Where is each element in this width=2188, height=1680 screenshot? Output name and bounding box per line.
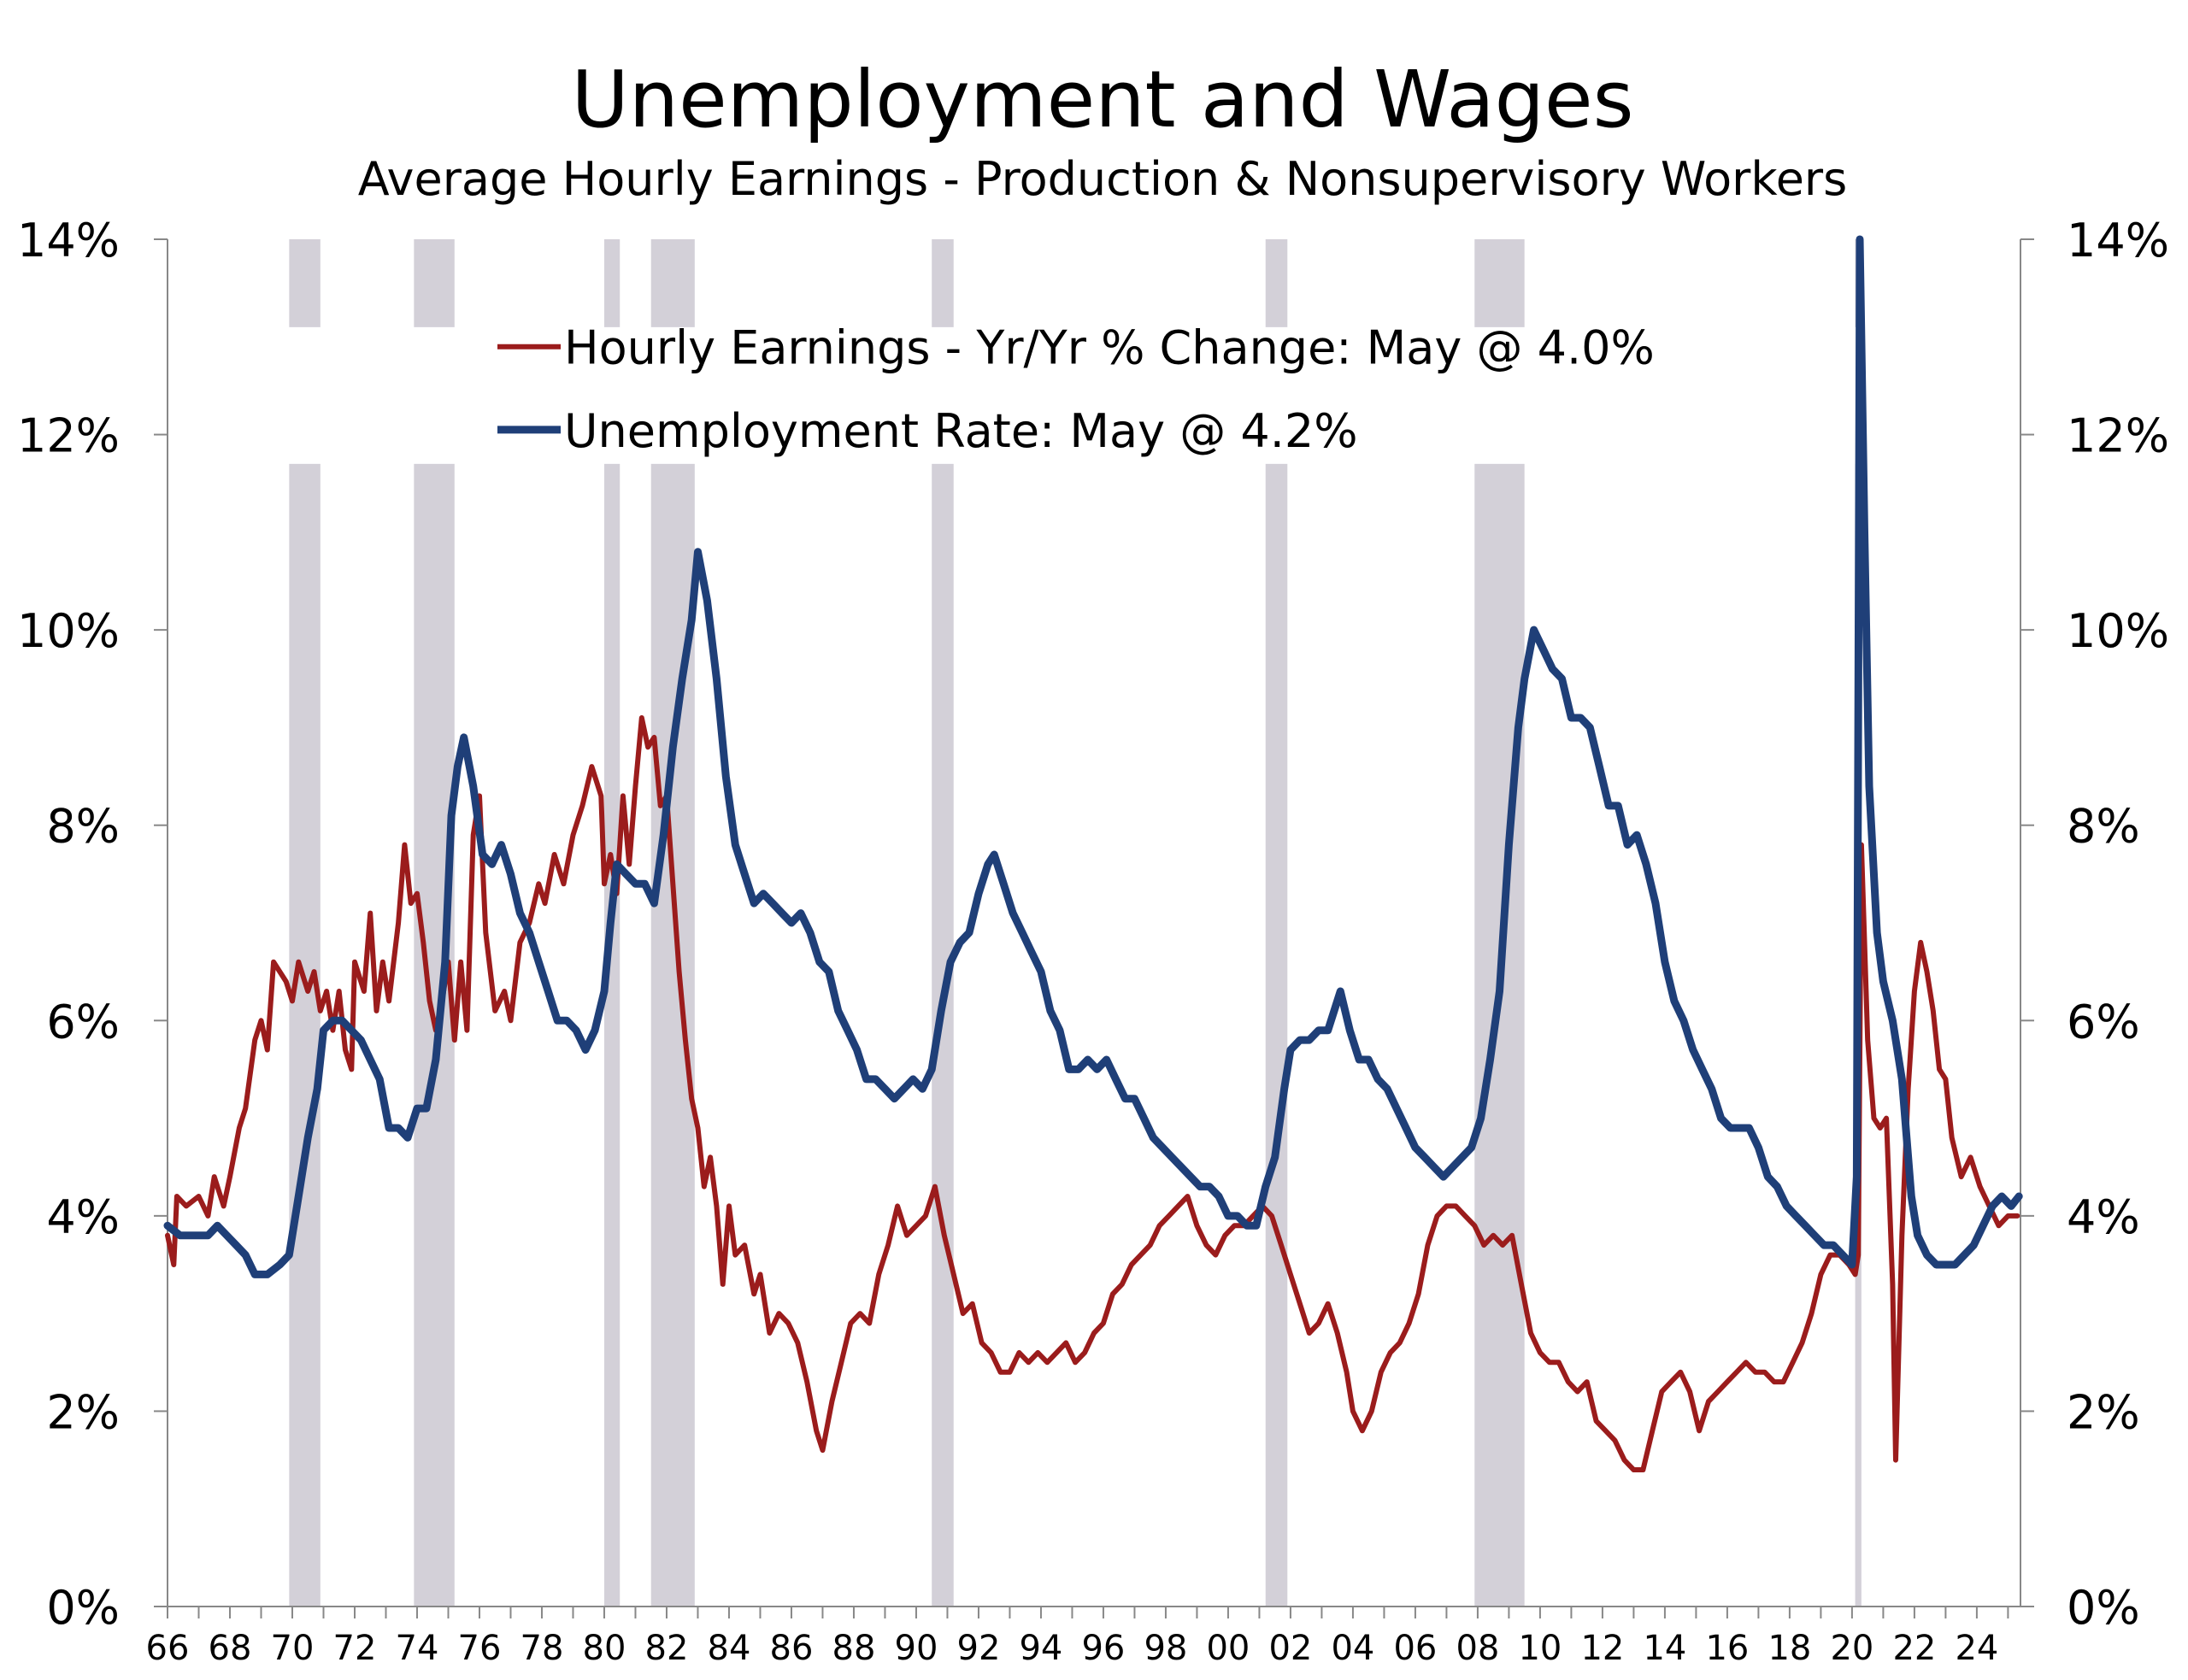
- x-tick-label: 70: [271, 1629, 315, 1668]
- x-tick-label: 80: [583, 1629, 626, 1668]
- x-tick-label: 98: [1144, 1629, 1187, 1668]
- y-tick-label-right: 0%: [2067, 1581, 2140, 1635]
- series-hourly-earnings-line: [165, 715, 2020, 1472]
- x-tick-label: 84: [708, 1629, 751, 1668]
- x-tick-label: 24: [1955, 1629, 1998, 1668]
- chart-subtitle: Average Hourly Earnings - Production & N…: [358, 152, 1848, 206]
- recession-band: [1265, 463, 1288, 1607]
- x-tick-label: 94: [1019, 1629, 1062, 1668]
- y-tick-label-right: 14%: [2067, 214, 2169, 267]
- recession-band: [414, 239, 455, 327]
- y-tick-label-right: 8%: [2067, 800, 2140, 854]
- recession-band: [650, 239, 695, 327]
- x-tick-label: 68: [209, 1629, 252, 1668]
- x-tick-label: 82: [645, 1629, 689, 1668]
- recession-band: [1265, 239, 1288, 327]
- recession-band: [1474, 463, 1525, 1607]
- y-tick-label: 12%: [17, 409, 120, 463]
- y-tick-label-right: 12%: [2067, 409, 2169, 463]
- y-tick-label: 0%: [46, 1581, 120, 1635]
- recession-band: [1474, 239, 1525, 327]
- x-tick-label: 14: [1643, 1629, 1686, 1668]
- x-tick-label: 10: [1518, 1629, 1562, 1668]
- recession-band: [414, 463, 455, 1607]
- y-tick-label-right: 10%: [2067, 604, 2169, 658]
- y-tick-label: 2%: [46, 1385, 120, 1439]
- recession-band: [603, 463, 621, 1607]
- x-tick-label: 78: [521, 1629, 564, 1668]
- series-lines: [163, 235, 2023, 1472]
- chart-title: Unemployment and Wages: [571, 54, 1633, 145]
- x-tick-label: 06: [1393, 1629, 1437, 1668]
- x-tick-label: 92: [957, 1629, 1001, 1668]
- x-tick-label: 12: [1580, 1629, 1624, 1668]
- x-tick-label: 00: [1206, 1629, 1250, 1668]
- x-tick-label: 96: [1081, 1629, 1125, 1668]
- x-tick-label: 18: [1767, 1629, 1811, 1668]
- y-tick-label-right: 4%: [2067, 1190, 2140, 1244]
- axes: 0% 0% 2% 2% 4% 4% 6% 6% 8% 8% 10% 10% 12% 12% 14% 14% 66…: [17, 214, 2169, 1668]
- recession-band: [289, 239, 321, 327]
- x-tick-label: 20: [1830, 1629, 1873, 1668]
- x-tick-label: 04: [1331, 1629, 1374, 1668]
- x-tick-label: 76: [458, 1629, 502, 1668]
- y-tick-label: 4%: [46, 1190, 120, 1244]
- y-tick-label: 6%: [46, 995, 120, 1049]
- x-tick-label: 08: [1456, 1629, 1499, 1668]
- x-tick-label: 86: [770, 1629, 814, 1668]
- x-tick-label: 74: [396, 1629, 439, 1668]
- y-tick-label-right: 6%: [2067, 995, 2140, 1049]
- x-tick-label: 02: [1268, 1629, 1312, 1668]
- legend-label: Unemployment Rate: May @ 4.2%: [564, 404, 1358, 458]
- recession-band: [932, 239, 954, 327]
- x-tick-label: 22: [1892, 1629, 1936, 1668]
- x-tick-label: 16: [1705, 1629, 1749, 1668]
- legend: Hourly Earnings - Yr/Yr % Change: May @ …: [497, 321, 1655, 458]
- legend-label: Hourly Earnings - Yr/Yr % Change: May @ …: [564, 321, 1655, 375]
- y-tick-label: 10%: [17, 604, 120, 658]
- recession-bands: [289, 239, 1862, 1607]
- y-tick-label: 8%: [46, 800, 120, 854]
- y-tick-label-right: 2%: [2067, 1385, 2140, 1439]
- x-tick-label: 90: [895, 1629, 938, 1668]
- y-tick-label: 14%: [17, 214, 120, 267]
- recession-band: [289, 463, 321, 1607]
- series-unemployment-line: [163, 235, 2023, 1278]
- x-tick-label: 72: [333, 1629, 377, 1668]
- recession-band: [603, 239, 621, 327]
- x-tick-label: 88: [832, 1629, 876, 1668]
- x-tick-label: 66: [146, 1629, 190, 1668]
